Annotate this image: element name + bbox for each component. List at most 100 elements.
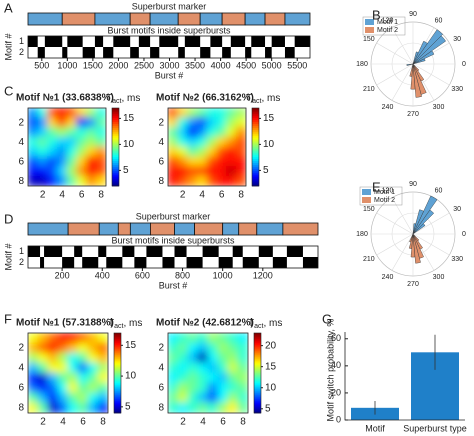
heatmap-cell — [86, 127, 97, 138]
x-tick-label: 2 — [40, 190, 46, 201]
y-tick-label: 2 — [18, 343, 24, 354]
burst-motif — [82, 47, 95, 58]
rose-bar — [412, 35, 446, 65]
colorbar-slice — [112, 141, 119, 144]
colorbar-slice — [252, 180, 259, 183]
x-tick-label: 5000 — [262, 60, 282, 70]
colorbar-tick-label: 15 — [123, 113, 135, 124]
burst-motif — [28, 246, 41, 257]
colorbar-slice — [112, 108, 119, 111]
heatmap-cells — [28, 108, 106, 186]
heatmap-cell — [77, 382, 89, 394]
heatmap-cell — [77, 372, 89, 384]
colorbar-slice — [112, 125, 119, 128]
colorbar-slice — [114, 333, 121, 336]
theta-tick-label: 180 — [356, 61, 368, 68]
heatmap — [28, 333, 108, 413]
colorbar-slice — [254, 357, 261, 360]
heatmap-cell — [97, 372, 108, 384]
x-tick-label: Superburst type — [403, 423, 467, 433]
superburst-segment — [244, 12, 266, 26]
heatmap-cell — [206, 136, 218, 148]
heatmap-cell — [97, 352, 108, 364]
heatmap-cell — [187, 382, 199, 394]
theta-tick-label: 150 — [363, 36, 375, 43]
x-tick-label: 8 — [100, 417, 106, 428]
heatmap-cell — [37, 156, 48, 167]
heatmap-cell — [207, 382, 219, 394]
heatmap-cell — [207, 402, 219, 413]
superburst-segment — [284, 12, 311, 26]
colorbar-slice — [252, 121, 259, 124]
heatmap-cell — [87, 382, 99, 394]
heatmap-frame — [27, 107, 107, 187]
heatmap-cell — [76, 108, 87, 119]
heatmap-cell — [217, 372, 229, 384]
x-axis-label: Burst # — [155, 70, 184, 80]
heatmap-cell — [235, 146, 246, 158]
heatmap-cell — [168, 352, 179, 364]
heatmap-cell — [28, 333, 39, 344]
heatmap-cell — [67, 372, 79, 384]
heatmap-cell — [28, 117, 39, 128]
label-unit: , ms — [121, 93, 140, 104]
theta-tick-label: 240 — [382, 104, 394, 111]
colorbar-slice — [114, 387, 121, 390]
colorbar-slice — [252, 172, 259, 175]
polar-spoke — [376, 42, 414, 65]
theta-tick-label: 60 — [435, 18, 443, 25]
burst-motif — [159, 36, 179, 47]
label-subscript: act — [254, 323, 263, 330]
polar-spoke — [391, 27, 414, 65]
heatmap-cell — [66, 136, 78, 148]
heatmap-cell — [177, 117, 188, 128]
heatmap-cell — [168, 362, 179, 374]
colorbar-slice — [112, 182, 119, 185]
superburst-segment — [149, 12, 179, 26]
colorbar-slice — [114, 407, 121, 410]
label-symbol: T — [108, 318, 114, 329]
motif-title: Burst motifs inside superbursts — [107, 25, 231, 35]
heatmap-cell — [66, 166, 78, 177]
colorbar-slice — [112, 184, 119, 187]
colorbar-slice — [112, 139, 119, 142]
rose-bar — [412, 29, 443, 65]
heatmap-cell — [76, 127, 87, 138]
burst-motif — [62, 257, 75, 268]
colorbar-slice — [112, 129, 119, 132]
burst-motif — [245, 47, 252, 58]
heatmap-cell — [47, 108, 58, 119]
theta-tick-label: 210 — [363, 86, 375, 93]
legend-swatch — [365, 27, 374, 33]
superburst-segment — [27, 222, 69, 236]
burst-motif — [130, 47, 139, 58]
heatmap-cell — [95, 117, 106, 128]
heatmap-cell — [237, 342, 248, 354]
burst-motif — [162, 257, 175, 268]
legend-label: Motif 2 — [374, 197, 395, 204]
heatmap-cell — [37, 392, 49, 404]
heatmap-cell — [197, 352, 209, 364]
superburst-segment — [174, 222, 195, 236]
heatmap-cell — [235, 108, 246, 119]
heatmap-cell — [226, 156, 237, 167]
y-tick-label: 40 — [331, 360, 341, 370]
colorbar-slice — [254, 371, 261, 374]
burst-motif — [230, 36, 246, 47]
y-tick-label: 2 — [158, 343, 164, 354]
colorbar-tick-label: 5 — [263, 165, 269, 176]
colorbar-slice — [254, 353, 261, 356]
burst-motif — [284, 47, 295, 58]
colorbar-frame — [253, 332, 262, 414]
heatmap-cell — [227, 402, 239, 413]
superburst-segment — [150, 222, 175, 236]
heatmap-cell — [87, 362, 99, 374]
burst-motif — [251, 36, 266, 47]
burst-motif — [302, 257, 318, 268]
colorbar-slice — [114, 347, 121, 350]
colorbar-slice — [254, 365, 261, 368]
heatmap-cell — [95, 108, 106, 119]
burst-motif — [271, 36, 285, 47]
heatmap-cell — [196, 166, 208, 177]
